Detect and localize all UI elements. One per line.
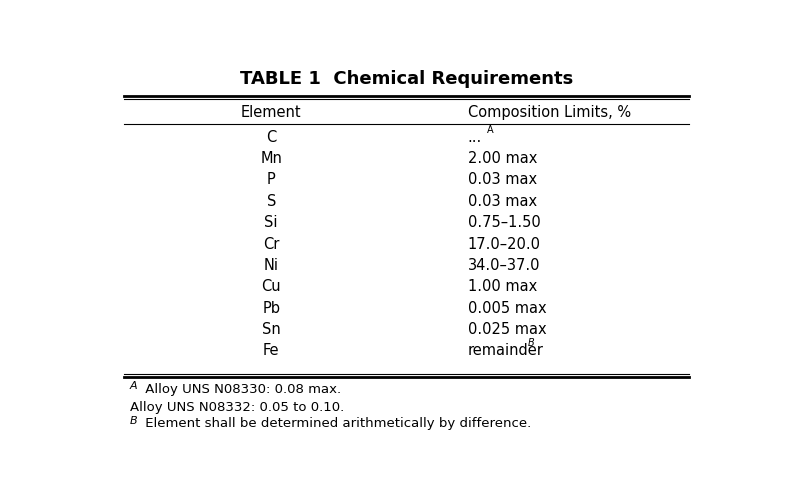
Text: P: P bbox=[266, 172, 276, 187]
Text: A: A bbox=[130, 381, 137, 391]
Text: 34.0–37.0: 34.0–37.0 bbox=[468, 258, 540, 273]
Text: Element shall be determined arithmetically by difference.: Element shall be determined arithmetical… bbox=[141, 417, 531, 430]
Text: Mn: Mn bbox=[260, 151, 282, 166]
Text: Composition Limits, %: Composition Limits, % bbox=[468, 105, 631, 120]
Text: 0.75–1.50: 0.75–1.50 bbox=[468, 215, 541, 230]
Text: S: S bbox=[266, 194, 276, 209]
Text: Sn: Sn bbox=[262, 322, 281, 337]
Text: Alloy UNS N08332: 0.05 to 0.10.: Alloy UNS N08332: 0.05 to 0.10. bbox=[130, 401, 344, 413]
Text: Pb: Pb bbox=[262, 300, 280, 316]
Text: remainder: remainder bbox=[468, 343, 544, 358]
Text: Fe: Fe bbox=[263, 343, 279, 358]
Text: 0.03 max: 0.03 max bbox=[468, 172, 537, 187]
Text: Si: Si bbox=[264, 215, 278, 230]
Text: Alloy UNS N08330: 0.08 max.: Alloy UNS N08330: 0.08 max. bbox=[141, 383, 341, 395]
Text: 0.005 max: 0.005 max bbox=[468, 300, 546, 316]
Text: C: C bbox=[266, 130, 276, 145]
Text: 2.00 max: 2.00 max bbox=[468, 151, 537, 166]
Text: ...: ... bbox=[468, 130, 482, 145]
Text: B: B bbox=[528, 338, 534, 348]
Text: 17.0–20.0: 17.0–20.0 bbox=[468, 237, 541, 252]
Text: TABLE 1  Chemical Requirements: TABLE 1 Chemical Requirements bbox=[239, 70, 573, 88]
Text: A: A bbox=[487, 125, 493, 135]
Text: Cu: Cu bbox=[262, 280, 281, 294]
Text: Element: Element bbox=[241, 105, 301, 120]
Text: Cr: Cr bbox=[263, 237, 279, 252]
Text: 1.00 max: 1.00 max bbox=[468, 280, 537, 294]
Text: B: B bbox=[130, 416, 137, 426]
Text: 0.025 max: 0.025 max bbox=[468, 322, 546, 337]
Text: 0.03 max: 0.03 max bbox=[468, 194, 537, 209]
Text: Ni: Ni bbox=[264, 258, 278, 273]
